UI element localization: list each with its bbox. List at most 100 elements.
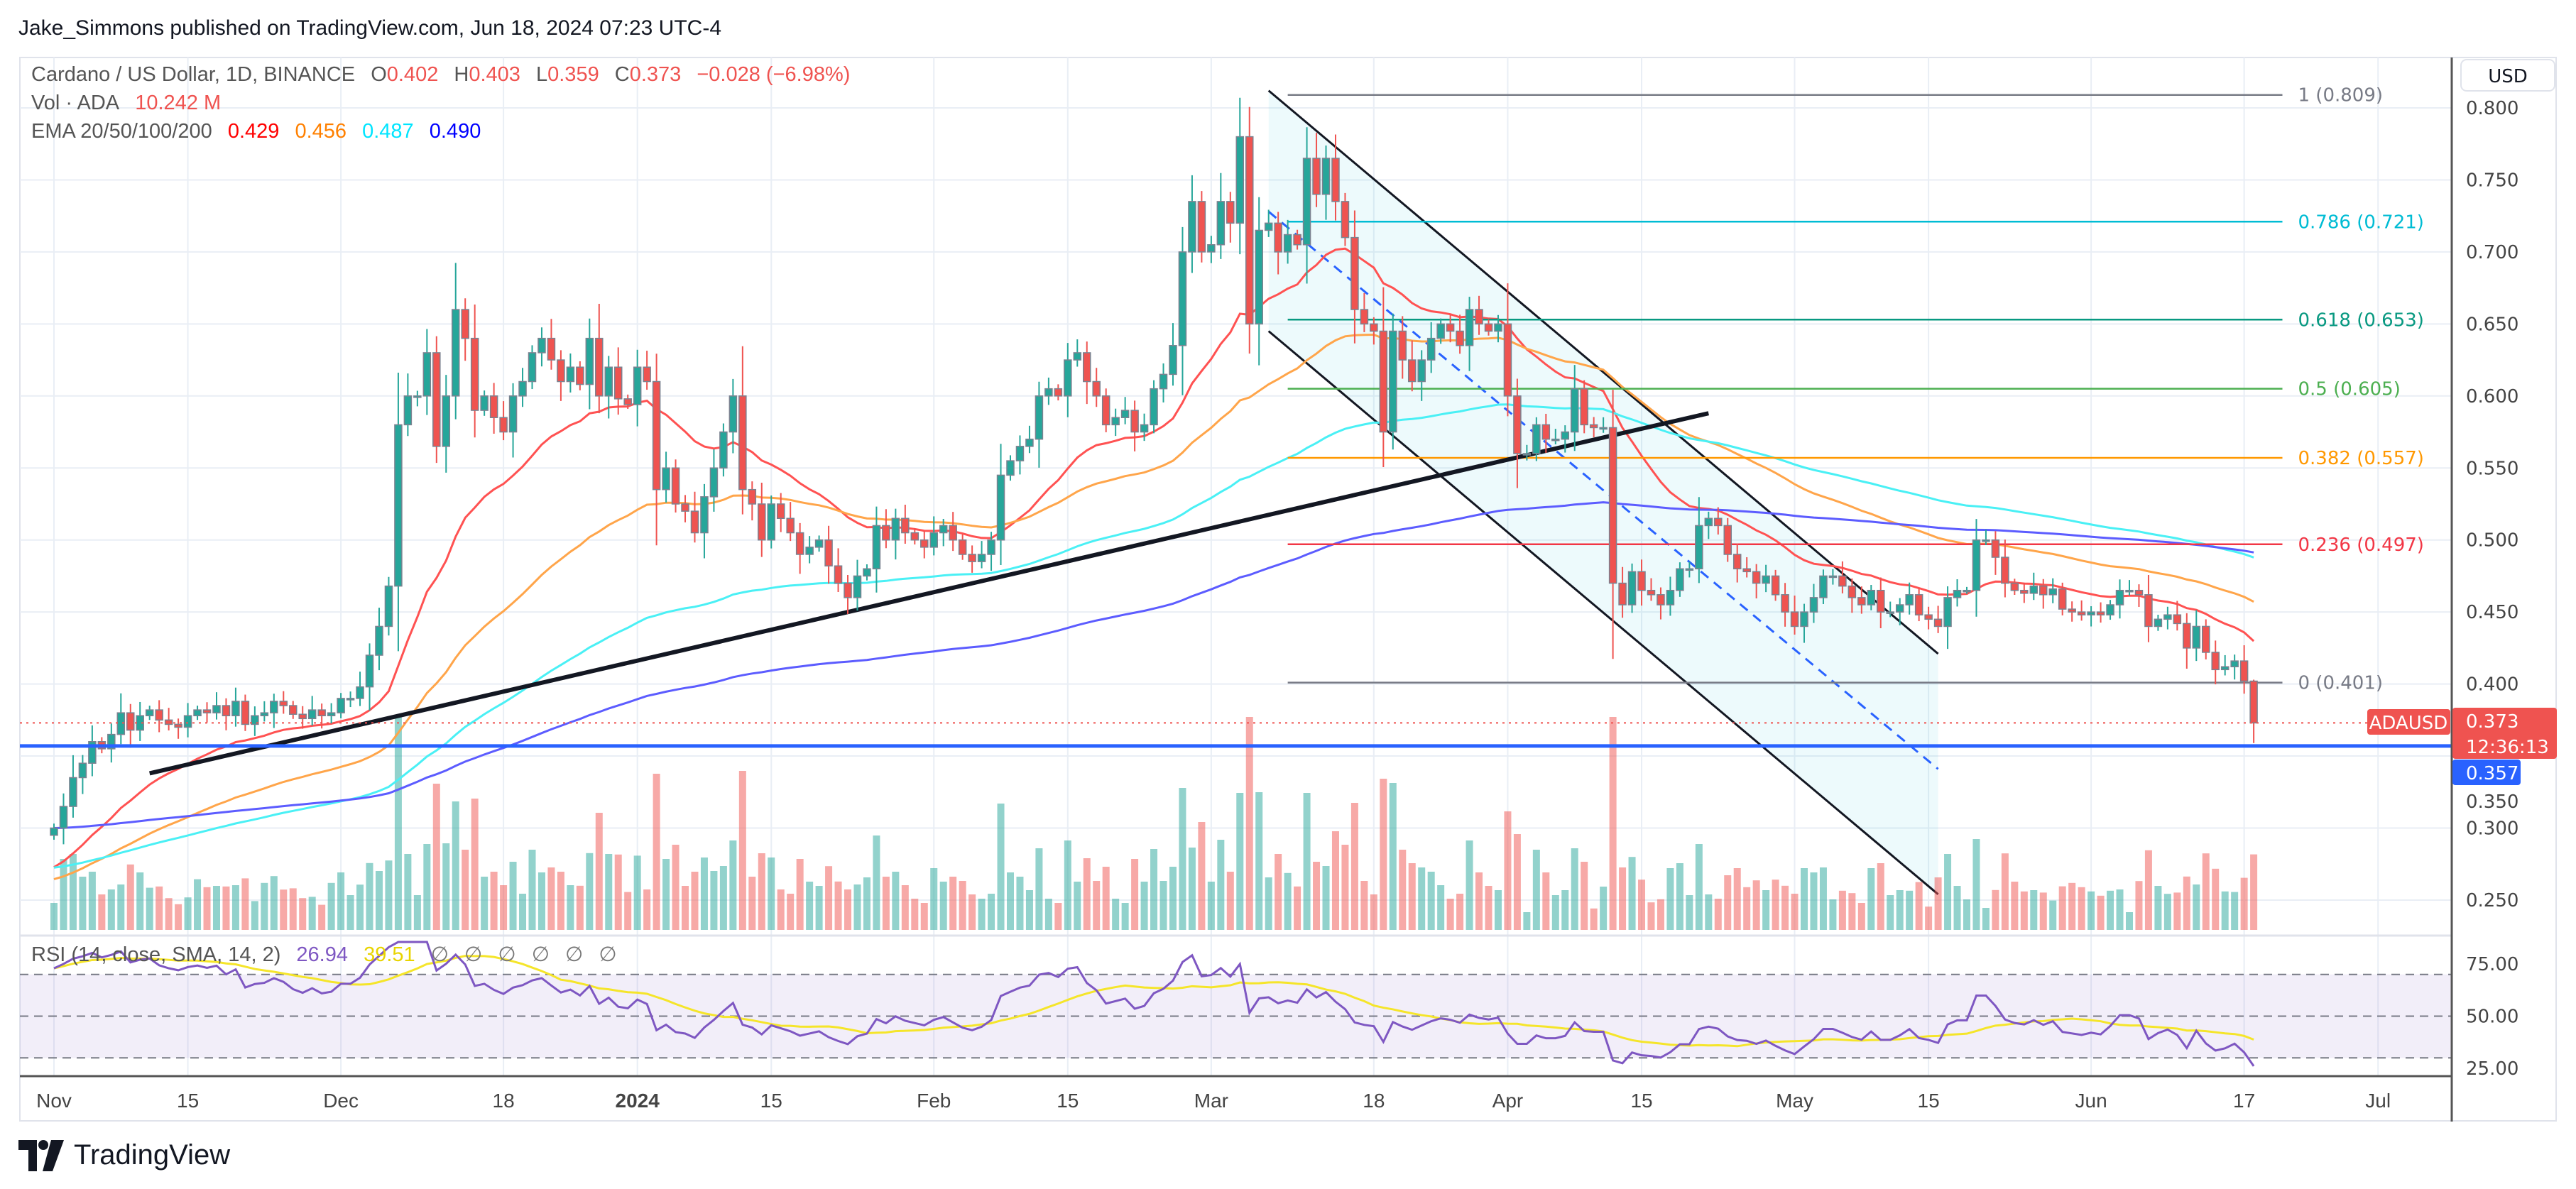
candle bbox=[844, 582, 852, 598]
fib-level-label: 0.236 (0.497) bbox=[2298, 535, 2424, 556]
currency-label: USD bbox=[2488, 66, 2528, 87]
candle bbox=[2029, 585, 2039, 594]
volume-bar bbox=[423, 844, 431, 930]
volume-bar bbox=[519, 894, 527, 930]
volume-bar bbox=[537, 872, 545, 930]
volume-bar bbox=[1581, 862, 1588, 930]
volume-bar bbox=[2231, 892, 2239, 930]
candle bbox=[977, 554, 986, 562]
volume-bar bbox=[1093, 881, 1101, 930]
volume-bar bbox=[1275, 854, 1282, 930]
time-tick: 18 bbox=[1363, 1090, 1385, 1112]
price-tick: 0.300 bbox=[2466, 818, 2518, 840]
volume-bar bbox=[2193, 884, 2200, 930]
candle bbox=[1150, 388, 1158, 426]
candle bbox=[413, 395, 422, 398]
candle bbox=[681, 503, 689, 512]
candle bbox=[1819, 575, 1828, 598]
volume-bar bbox=[126, 864, 134, 930]
volume-bar bbox=[528, 850, 536, 930]
candle bbox=[1283, 234, 1292, 253]
volume-bar bbox=[959, 881, 966, 930]
candle bbox=[738, 395, 747, 491]
volume-bar bbox=[471, 799, 479, 930]
volume-bar bbox=[2049, 900, 2057, 930]
volume-bar bbox=[184, 897, 192, 930]
ema-label[interactable]: EMA 20/50/100/200 bbox=[31, 120, 212, 143]
volume-label[interactable]: Vol · ADA bbox=[31, 92, 120, 114]
candle bbox=[1398, 330, 1407, 361]
candle bbox=[834, 565, 843, 584]
volume-bar bbox=[901, 885, 909, 930]
volume-bar bbox=[203, 887, 211, 930]
rsi-label[interactable]: RSI (14, close, SMA, 14, 2) bbox=[31, 943, 281, 966]
candle bbox=[901, 517, 910, 534]
tradingview-logo[interactable]: TradingView bbox=[18, 1139, 230, 1171]
volume-bar bbox=[261, 882, 268, 930]
volume-bar bbox=[356, 884, 364, 930]
candle bbox=[2010, 582, 2019, 591]
fib-retracement: 1 (0.809) 0.786 (0.721) 0.618 (0.653) 0.5 (… bbox=[1287, 85, 2424, 694]
candle bbox=[758, 503, 766, 541]
candle bbox=[795, 532, 804, 555]
volume-bar bbox=[2011, 882, 2019, 930]
volume-bar bbox=[1035, 848, 1043, 930]
candle bbox=[375, 625, 383, 656]
volume-bar bbox=[1838, 890, 1846, 930]
candle bbox=[1561, 431, 1570, 440]
time-tick: Dec bbox=[323, 1090, 359, 1112]
volume-bar bbox=[1953, 886, 1961, 930]
candle bbox=[1426, 337, 1436, 361]
candle bbox=[1073, 352, 1082, 361]
volume-bar bbox=[1294, 886, 1301, 930]
currency-button[interactable]: USD bbox=[2460, 59, 2555, 92]
volume-bar bbox=[2097, 895, 2105, 930]
last-price-tag-bg bbox=[2452, 708, 2557, 759]
candle bbox=[451, 309, 460, 397]
volume-bar bbox=[50, 903, 58, 930]
volume-bar bbox=[2125, 912, 2133, 930]
symbol-name[interactable]: Cardano / US Dollar, 1D, BINANCE bbox=[31, 63, 356, 86]
volume-bar bbox=[834, 881, 842, 930]
candle bbox=[1848, 585, 1857, 598]
candle bbox=[2068, 608, 2076, 613]
volume-bar bbox=[1551, 895, 1559, 930]
volume-bar bbox=[241, 878, 249, 930]
candle bbox=[1704, 517, 1713, 527]
candle bbox=[1800, 611, 1808, 628]
candle bbox=[1589, 424, 1598, 429]
candle bbox=[882, 525, 890, 541]
candle bbox=[2001, 557, 2009, 584]
volume-bar bbox=[346, 895, 354, 930]
candle bbox=[403, 395, 413, 426]
ema-legend: EMA 20/50/100/200 0.429 0.456 0.487 0.49… bbox=[31, 119, 491, 143]
volume-bar bbox=[481, 877, 489, 930]
volume-bar bbox=[1169, 867, 1177, 930]
last-price-tag: 0.373 bbox=[2466, 711, 2518, 733]
candle bbox=[623, 398, 632, 405]
volume-bar bbox=[1360, 881, 1368, 930]
volume-bar bbox=[1666, 868, 1674, 930]
time-tick: Jul bbox=[2365, 1090, 2391, 1112]
candle bbox=[1379, 330, 1388, 433]
candle bbox=[289, 705, 298, 715]
volume-bar bbox=[1772, 880, 1779, 930]
volume-bar bbox=[1140, 882, 1148, 930]
candle bbox=[1762, 575, 1770, 584]
volume-bar bbox=[662, 859, 670, 930]
candle bbox=[317, 709, 326, 716]
volume-bar bbox=[1561, 890, 1569, 930]
candle bbox=[461, 309, 469, 339]
close-value: 0.373 bbox=[629, 63, 682, 86]
high-value: 0.403 bbox=[469, 63, 520, 86]
candle bbox=[394, 424, 403, 587]
volume-bar bbox=[1743, 887, 1751, 930]
candle bbox=[1159, 373, 1168, 390]
volume-bar bbox=[1331, 831, 1339, 930]
volume-bar bbox=[1523, 912, 1531, 930]
price-tick: 0.750 bbox=[2466, 170, 2518, 191]
candle bbox=[748, 488, 757, 505]
candle bbox=[337, 698, 345, 713]
candle bbox=[1120, 410, 1130, 418]
